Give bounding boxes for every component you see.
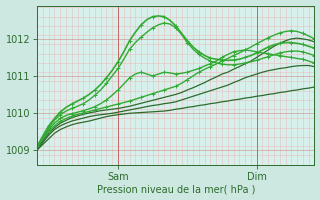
X-axis label: Pression niveau de la mer( hPa ): Pression niveau de la mer( hPa ) (97, 184, 255, 194)
